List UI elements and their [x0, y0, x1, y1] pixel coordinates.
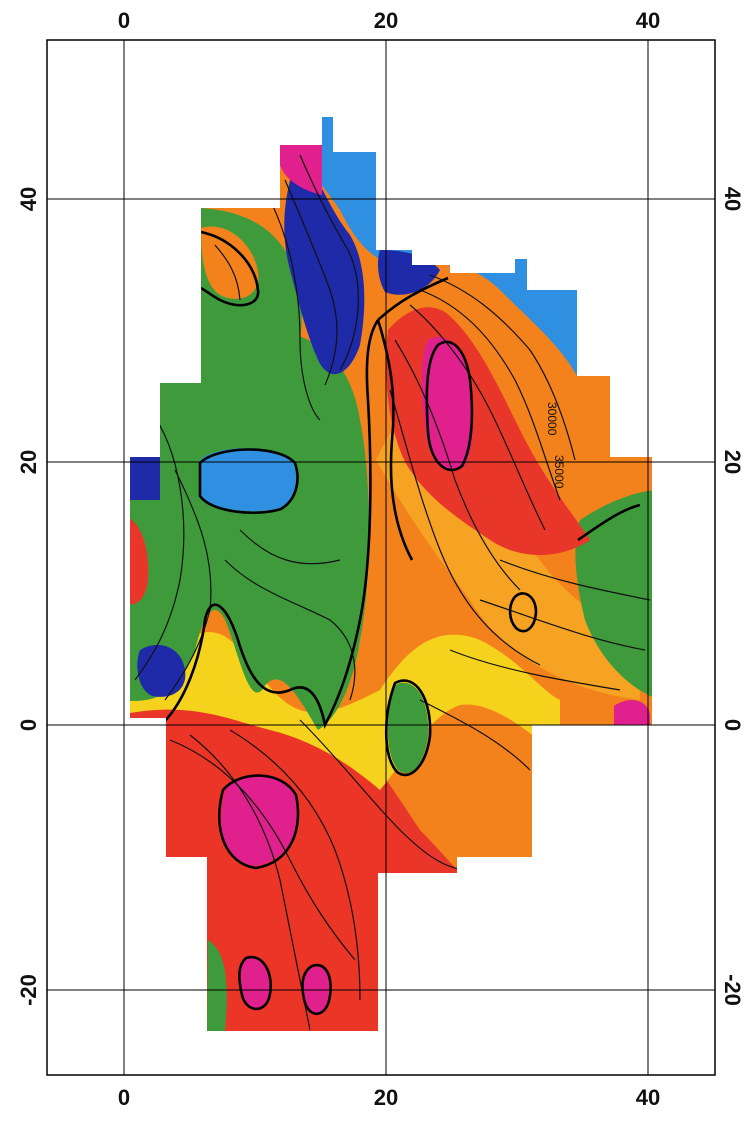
green-southwest-corner [207, 940, 227, 1031]
contour-line [284, 179, 338, 386]
bold-contour-line [577, 503, 641, 542]
contour-line [229, 729, 361, 1001]
green-central-pocket [387, 682, 429, 774]
contour-line [134, 409, 185, 681]
magenta-pocket-southwest [221, 774, 299, 866]
bold-contour-line [200, 230, 260, 307]
contour-line [419, 699, 531, 771]
contour-line [394, 339, 521, 591]
bold-contour-loop [508, 592, 538, 633]
contour-line [409, 304, 546, 531]
bold-contour-loop [238, 955, 273, 1011]
grid-lines [47, 40, 715, 1075]
contour-line [389, 389, 541, 666]
bottom-tick-0: 0 [118, 1085, 130, 1110]
contour-line [269, 199, 321, 421]
map-frame [46, 39, 716, 1076]
yellow-central-band [130, 632, 560, 790]
orange-north-west-pocket [201, 226, 259, 299]
magenta-east-edge [614, 700, 650, 725]
contour-line [214, 244, 241, 301]
bold-contour-loop [425, 340, 474, 472]
right-tick-neg20: -20 [720, 974, 745, 1006]
contour-line [164, 469, 212, 701]
bold-contour-line [377, 276, 449, 321]
contour-line [299, 719, 471, 871]
left-tick-0: 0 [16, 719, 41, 731]
green-east-pocket [575, 490, 652, 700]
bottom-tick-40: 40 [636, 1085, 660, 1110]
left-tick-neg20: -20 [16, 974, 41, 1006]
dark-blue-edge-cell [130, 457, 160, 500]
contour-line [429, 274, 576, 461]
survey-area [130, 117, 652, 1031]
contour-line [449, 649, 621, 691]
contour-line [239, 529, 341, 565]
right-tick-20: 20 [720, 450, 745, 474]
bold-contour-loop [218, 774, 300, 870]
magenta-east-peak [421, 336, 474, 471]
light-blue-west-pocket [200, 448, 297, 512]
red-west-edge-pocket [130, 515, 149, 605]
bold-contour-loop [198, 448, 299, 515]
light-blue-north-basin [276, 117, 577, 376]
magenta-north-corner [280, 145, 322, 195]
bold-contour-line [376, 319, 414, 561]
top-tick-0: 0 [118, 8, 130, 33]
left-tick-20: 20 [16, 450, 41, 474]
contour-label-35000: 35000 [552, 455, 566, 489]
green-small-lens [296, 579, 348, 615]
contour-lines [134, 154, 651, 1031]
right-tick-0: 0 [720, 719, 745, 731]
contour-line [479, 599, 646, 651]
contour-line [299, 154, 359, 371]
dark-blue-north-trough [284, 150, 365, 375]
top-tick-40: 40 [636, 8, 660, 33]
contour-line [419, 289, 561, 501]
contour-line [169, 739, 356, 961]
green-west-field [130, 326, 369, 730]
bold-contour-line [163, 319, 380, 729]
top-tick-20: 20 [374, 8, 398, 33]
contour-line [224, 559, 356, 701]
contour-line [499, 559, 651, 601]
left-tick-40: 40 [16, 187, 41, 211]
magenta-pocket-south-left [239, 958, 270, 1008]
right-tick-40: 40 [720, 187, 745, 211]
bold-contour-loop [301, 963, 332, 1015]
contour-label-30000: 30000 [545, 402, 559, 436]
bottom-tick-20: 20 [374, 1085, 398, 1110]
bold-contours [163, 230, 641, 1015]
contour-line [189, 734, 311, 1031]
dark-blue-southwest-pocket [137, 644, 186, 697]
